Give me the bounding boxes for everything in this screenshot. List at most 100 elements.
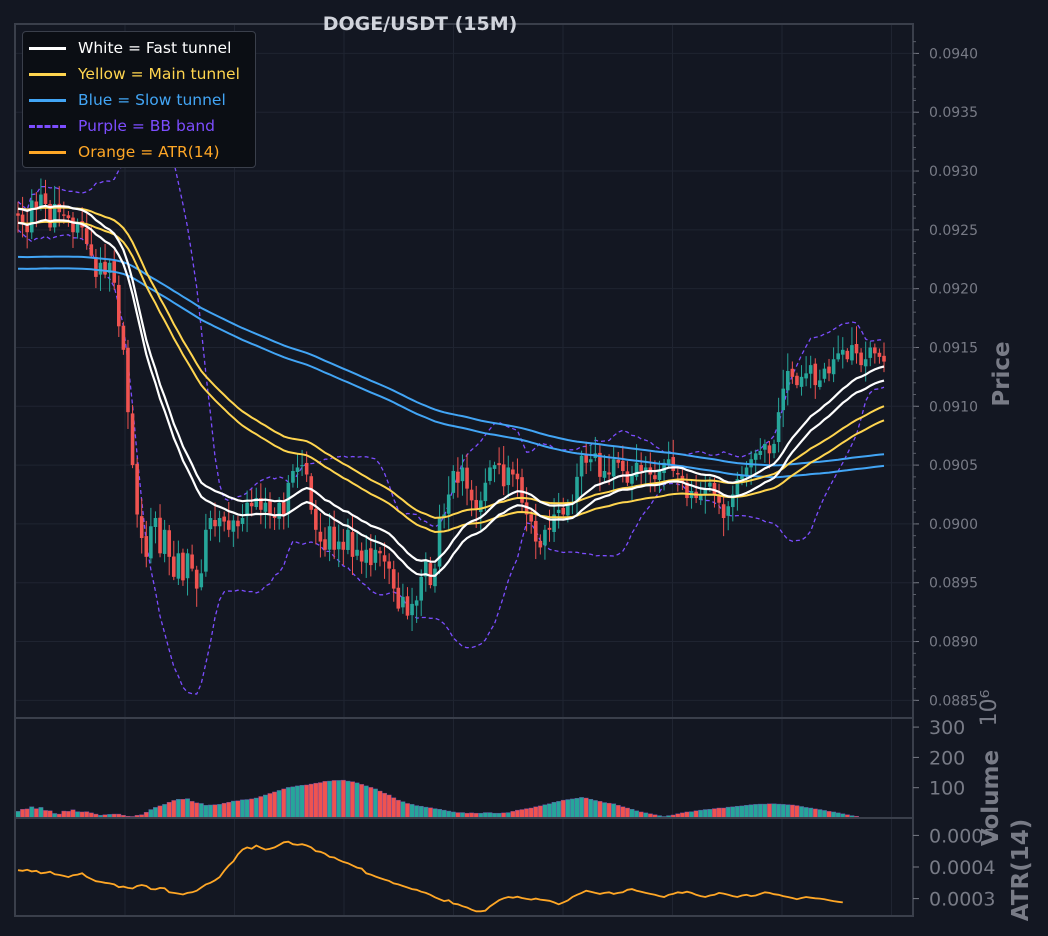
- volume-bar: [570, 798, 575, 819]
- candle-body: [309, 476, 314, 510]
- volume-bar: [560, 799, 566, 819]
- candle: [423, 552, 428, 592]
- candle-body: [410, 603, 414, 616]
- candle-body: [245, 502, 249, 517]
- candle: [529, 510, 533, 534]
- candle: [245, 490, 249, 533]
- candle-body: [167, 530, 172, 557]
- candle: [281, 492, 286, 530]
- candle-body: [149, 526, 153, 559]
- candle: [16, 201, 20, 233]
- candle: [39, 178, 43, 211]
- candle: [291, 464, 295, 488]
- candle-body: [474, 499, 479, 510]
- candle-body: [126, 347, 130, 413]
- candle: [199, 559, 204, 591]
- volume-bar: [359, 784, 365, 819]
- candle: [130, 404, 135, 469]
- candle-body: [272, 515, 277, 519]
- volume-bar: [698, 809, 704, 819]
- candle-body: [391, 569, 396, 589]
- atr-axis-label: ATR(14): [1008, 819, 1034, 921]
- volume-bar: [336, 780, 342, 819]
- candle-body: [428, 563, 433, 586]
- candle-body: [29, 200, 34, 233]
- candle: [336, 524, 341, 568]
- volume-bar: [295, 785, 300, 819]
- candle-body: [703, 488, 708, 496]
- slow-tunnel-lower: [18, 267, 885, 479]
- candle-body: [259, 498, 263, 510]
- price-tick-label: 0.0900: [929, 517, 978, 533]
- candlestick-series: [16, 178, 886, 631]
- candle: [602, 454, 607, 482]
- candle-body: [767, 445, 772, 454]
- candle: [263, 487, 268, 529]
- candle-body: [359, 550, 364, 562]
- candle-body: [130, 413, 135, 466]
- candle: [213, 502, 217, 537]
- candle: [579, 450, 584, 496]
- candle-body: [822, 368, 827, 379]
- candle-body: [850, 345, 854, 361]
- candle: [29, 189, 34, 240]
- candle-body: [194, 569, 199, 589]
- volume-bar: [583, 797, 589, 819]
- volume-bar: [340, 779, 346, 819]
- candle-body: [845, 350, 850, 360]
- candle: [71, 212, 75, 248]
- volume-bar: [377, 790, 383, 819]
- legend-item-atr: Orange = ATR(14): [29, 142, 220, 162]
- candle: [850, 327, 854, 365]
- candle: [501, 446, 506, 496]
- legend-swatch-atr: [29, 150, 66, 154]
- candle-body: [401, 596, 405, 608]
- candle-body: [685, 482, 689, 499]
- candle: [556, 492, 561, 529]
- candle: [584, 441, 588, 475]
- candle: [561, 497, 566, 519]
- candle-body: [446, 494, 451, 514]
- candle: [249, 489, 254, 517]
- volume-bar: [354, 782, 360, 819]
- candle-body: [763, 443, 767, 450]
- candle-body: [231, 520, 236, 532]
- candle-body: [94, 256, 98, 277]
- candle: [126, 339, 130, 429]
- candle: [511, 461, 515, 487]
- volume-bar: [189, 801, 195, 819]
- candle-body: [776, 412, 781, 443]
- candle-body: [524, 502, 529, 515]
- candle-body: [460, 467, 465, 482]
- candle: [149, 507, 153, 564]
- candle: [419, 569, 424, 616]
- axes: 0.0885 0.0890 0.0895 0.0900 0.0905 0.0910 0.09…: [913, 41, 995, 911]
- volume-bar: [299, 785, 305, 819]
- candle-body: [621, 460, 625, 471]
- price-tick-label: 0.0895: [929, 576, 978, 592]
- volume-bar: [180, 799, 186, 819]
- volume-bar: [730, 806, 736, 819]
- candle-body: [162, 529, 167, 554]
- candle-body: [552, 514, 556, 533]
- candle-body: [405, 596, 410, 616]
- candle: [396, 572, 401, 612]
- candle: [304, 451, 309, 482]
- price-tick-label: 0.0940: [929, 46, 978, 62]
- candle-body: [48, 203, 52, 228]
- volume-bar: [244, 799, 250, 819]
- volume-bar: [33, 808, 39, 819]
- volume-bar: [194, 802, 200, 819]
- volume-bar: [634, 810, 639, 819]
- volume-bar: [258, 796, 264, 819]
- panel-frames: [14, 23, 914, 917]
- candle-body: [414, 600, 419, 606]
- volume-bar: [812, 808, 818, 819]
- candle: [277, 496, 281, 530]
- candle-body: [355, 549, 359, 556]
- bb-lower: [17, 229, 885, 695]
- volume-tick-label: 300: [929, 717, 965, 739]
- candle: [226, 501, 231, 538]
- candle-body: [103, 261, 107, 275]
- volume-bar: [327, 780, 332, 819]
